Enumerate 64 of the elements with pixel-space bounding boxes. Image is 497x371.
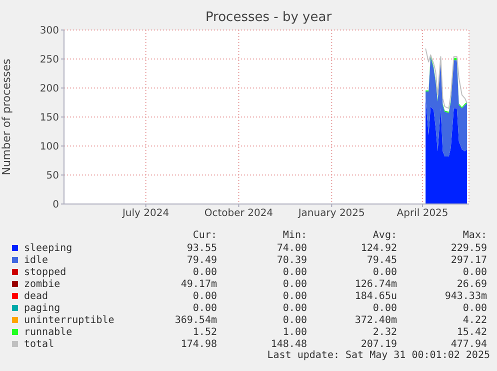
line-series: [425, 48, 468, 109]
legend-label: zombie: [24, 278, 60, 290]
text: 74.00: [276, 242, 307, 254]
legend-label: uninterruptible: [24, 314, 114, 326]
text: 26.69: [456, 278, 487, 290]
y-tick-label: 250: [40, 54, 59, 66]
x-tick-label: October 2024: [204, 208, 274, 220]
text: 126.74m: [354, 278, 397, 290]
text: 0.00: [282, 314, 307, 326]
text: 15.42: [456, 326, 487, 338]
y-tick-label: 100: [40, 142, 59, 153]
y-tick-label: 0: [52, 200, 59, 211]
text: 0.00: [462, 266, 487, 278]
text: 2.32: [372, 326, 397, 338]
text: Max:: [462, 230, 487, 242]
legend-label: paging: [24, 302, 60, 314]
text: 0.00: [462, 302, 487, 314]
text: Cur:: [192, 230, 217, 242]
text: 184.65u: [354, 290, 397, 302]
x-tick-label: January 2025: [297, 208, 365, 220]
text: 124.92: [360, 242, 397, 254]
y-tick-label: 50: [46, 170, 59, 182]
text: 0.00: [192, 266, 217, 278]
text: 4.22: [462, 314, 487, 326]
text: 477.94: [450, 338, 487, 350]
text: 79.45: [366, 254, 397, 266]
text: 943.33m: [444, 290, 487, 302]
text: 174.98: [180, 338, 217, 350]
text: Min:: [282, 230, 307, 242]
text: 70.39: [276, 254, 307, 266]
legend-label: runnable: [24, 326, 72, 338]
y-axis-title: Number of processes: [0, 58, 13, 176]
text: 1.00: [282, 326, 307, 338]
y-tick-label: 200: [40, 84, 59, 95]
text: Avg:: [372, 230, 397, 242]
text: 93.55: [186, 242, 217, 254]
legend-label: sleeping: [24, 242, 72, 254]
text: 0.00: [282, 278, 307, 290]
legend-label: stopped: [24, 266, 66, 278]
text: 369.54m: [174, 314, 217, 326]
y-tick-label: 150: [40, 112, 59, 124]
y-tick-label: 300: [40, 26, 59, 37]
text: 0.00: [192, 290, 217, 302]
text: 207.19: [360, 338, 397, 350]
text: Last update: Sat May 31 00:01:02 2025: [266, 350, 490, 362]
text: 0.00: [372, 266, 397, 278]
text: 229.59: [450, 242, 487, 254]
text: 372.40m: [354, 314, 397, 326]
legend-label: idle: [24, 254, 48, 266]
text: 297.17: [450, 254, 487, 266]
legend-label: dead: [24, 290, 48, 302]
text: 0.00: [282, 290, 307, 302]
x-tick-label: April 2025: [396, 208, 448, 220]
text: 148.48: [270, 338, 307, 350]
text: 0.00: [282, 266, 307, 278]
legend-label: total: [24, 338, 54, 350]
text: 0.00: [372, 302, 397, 314]
text: 1.52: [192, 326, 217, 338]
text: 79.49: [186, 254, 217, 266]
chart-title: Processes - by year: [204, 9, 333, 26]
text: 0.00: [282, 302, 307, 314]
text: 49.17m: [180, 278, 217, 290]
text: 0.00: [192, 302, 217, 314]
x-tick-label: July 2024: [121, 208, 170, 220]
